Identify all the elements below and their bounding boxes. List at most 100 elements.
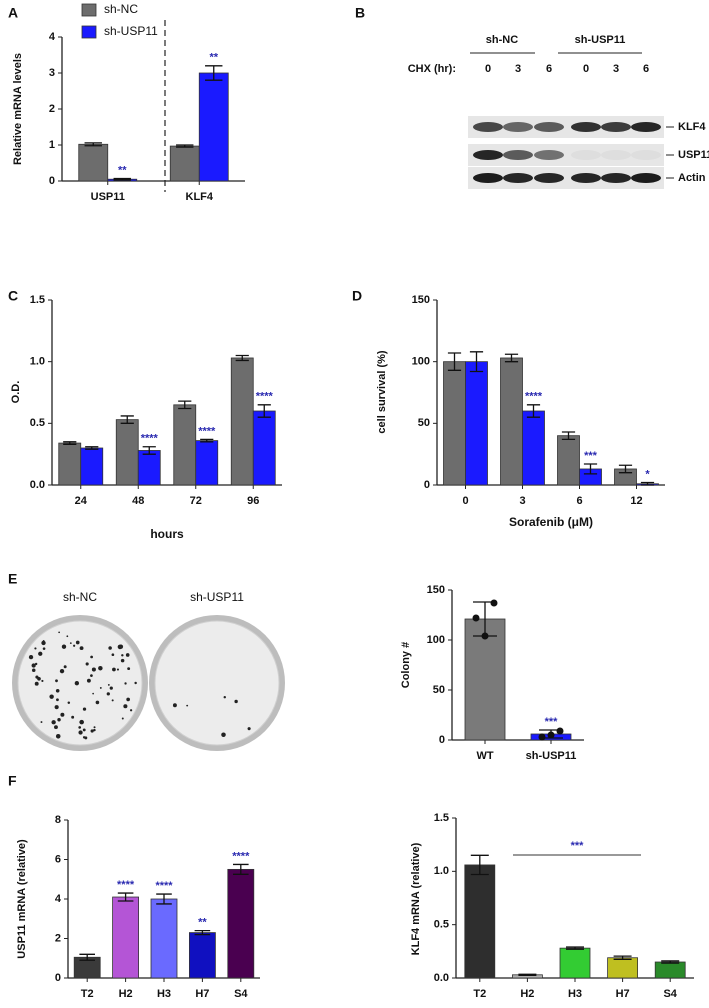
error-bar	[79, 953, 95, 961]
colony	[120, 658, 125, 663]
error-bar	[235, 354, 249, 362]
error-bar	[117, 892, 134, 902]
blot-band	[631, 150, 661, 160]
y-axis-label: O.D.	[10, 381, 22, 404]
y-tick-label: 2	[49, 103, 55, 115]
plate-label: sh-NC	[63, 590, 97, 604]
significance: ****	[155, 880, 173, 892]
colony	[92, 692, 94, 695]
y-tick-label: 0	[439, 734, 445, 746]
colony	[108, 646, 112, 650]
colony	[49, 694, 54, 699]
y-tick-label: 0.5	[30, 417, 45, 429]
y-tick-label: 6	[55, 853, 61, 865]
blot-band	[601, 150, 631, 160]
colony	[123, 704, 128, 709]
significance: ****	[256, 391, 274, 403]
y-tick-label: 0.0	[30, 479, 45, 491]
error-bar	[113, 177, 131, 181]
y-tick-label: 50	[433, 684, 445, 696]
bracket-label: ***	[571, 840, 585, 852]
x-tick-label: USP11	[91, 191, 125, 203]
bar	[607, 957, 638, 979]
colony	[112, 667, 116, 672]
colony	[86, 678, 91, 683]
y-tick-label: 1.5	[434, 812, 449, 824]
error-bar	[120, 415, 134, 424]
y-axis-label: Colony #	[400, 642, 412, 688]
y-tick-label: 0	[424, 479, 430, 491]
colony	[66, 635, 69, 638]
colony	[116, 668, 120, 671]
colony	[60, 712, 65, 717]
panel-label: D	[352, 288, 362, 304]
legend-label: sh-USP11	[104, 24, 158, 38]
error-bar	[142, 446, 156, 455]
blot-band	[631, 173, 661, 183]
y-tick-label: 1.0	[30, 356, 45, 368]
y-tick-label: 4	[55, 893, 62, 905]
colony	[31, 663, 36, 668]
error-bar	[156, 893, 172, 905]
error-bar	[518, 973, 537, 976]
significance: ****	[198, 425, 216, 437]
error-bar	[526, 404, 541, 418]
error-bar	[504, 353, 519, 363]
bar	[173, 404, 197, 486]
colony	[107, 683, 110, 686]
colony	[223, 696, 226, 699]
colony	[57, 718, 61, 722]
colony	[28, 654, 34, 660]
colony	[111, 653, 115, 657]
error-bar	[178, 400, 192, 410]
y-tick-label: 3	[49, 67, 55, 79]
blot-lane: 3	[515, 63, 521, 75]
colony	[221, 732, 226, 737]
bar	[465, 361, 488, 486]
significance: ****	[117, 879, 135, 891]
bar	[137, 450, 161, 486]
bar	[195, 440, 219, 486]
blot-band	[631, 122, 661, 132]
colony	[82, 707, 87, 711]
blot-strip	[468, 116, 664, 138]
x-tick-label: S4	[234, 988, 248, 1000]
error-bar	[613, 955, 632, 960]
bar	[230, 357, 254, 486]
y-tick-label: 150	[427, 584, 445, 596]
data-point	[481, 632, 489, 640]
y-tick-label: 0.5	[434, 919, 449, 931]
bar	[169, 145, 200, 182]
panel-label: C	[8, 288, 18, 304]
colony	[51, 720, 56, 725]
blot-band	[571, 173, 601, 183]
error-bar	[200, 438, 214, 443]
blot-group: sh-USP11	[575, 34, 626, 46]
bar	[522, 410, 545, 486]
colony	[41, 640, 46, 646]
y-tick-label: 1.0	[434, 865, 449, 877]
colony	[78, 726, 82, 729]
blot-band	[601, 122, 631, 132]
colony	[69, 642, 72, 644]
colony	[172, 703, 177, 708]
significance: ***	[545, 716, 559, 728]
colony	[61, 644, 67, 649]
bar	[188, 932, 216, 979]
error-bar	[84, 142, 102, 147]
significance: ****	[232, 850, 250, 862]
blot-treatment: CHX (hr):	[408, 63, 456, 75]
colony	[82, 736, 86, 739]
significance: ****	[525, 391, 543, 403]
legend-swatch	[81, 3, 97, 17]
significance: **	[209, 52, 218, 64]
x-tick-label: T2	[473, 988, 486, 1000]
bar	[78, 143, 109, 182]
colony	[109, 686, 113, 690]
colony	[31, 668, 36, 672]
blot-band	[503, 150, 533, 160]
bar	[198, 72, 229, 182]
colony	[247, 727, 251, 731]
blot-band	[473, 122, 503, 132]
bar	[58, 442, 82, 486]
